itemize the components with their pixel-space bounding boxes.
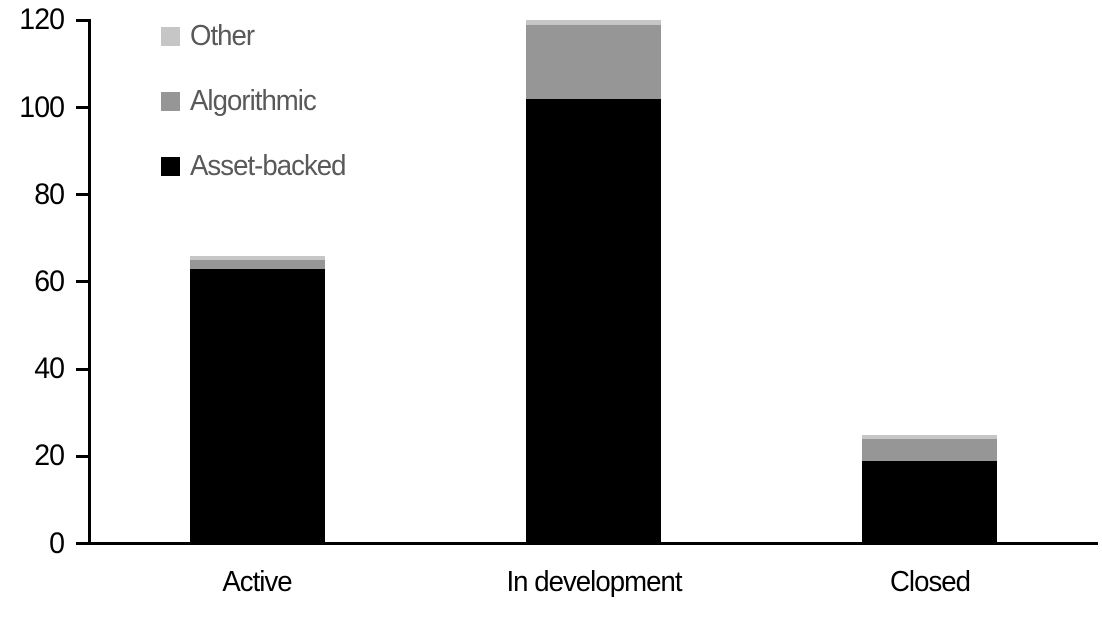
bar-segment-asset-backed-in-development <box>526 98 661 544</box>
y-tick-mark <box>76 193 89 197</box>
y-tick-label: 100 <box>19 90 65 124</box>
y-tick-mark <box>76 454 89 458</box>
bar-segment-other-closed <box>862 434 998 439</box>
y-tick-mark <box>76 280 89 284</box>
x-category-label-active: Active <box>222 566 292 598</box>
y-tick-label: 120 <box>19 3 65 37</box>
x-axis-line <box>88 542 1098 545</box>
bar-segment-asset-backed-closed <box>862 460 998 544</box>
x-category-label-in-development: In development <box>505 566 682 598</box>
y-tick-mark <box>76 18 89 22</box>
y-axis-line <box>88 19 91 545</box>
legend-item-other: Other <box>161 4 354 69</box>
y-tick-label: 20 <box>34 439 65 473</box>
legend-swatch-icon <box>161 27 180 46</box>
legend-item-algorithmic: Algorithmic <box>161 69 354 134</box>
legend-label: Algorithmic <box>190 85 317 117</box>
bar-segment-algorithmic-in-development <box>526 24 661 99</box>
bar-segment-algorithmic-active <box>189 260 325 269</box>
y-tick-mark <box>76 367 89 371</box>
bar-segment-algorithmic-closed <box>862 438 998 461</box>
bar-segment-other-active <box>189 255 325 261</box>
y-tick-label: 80 <box>34 177 65 211</box>
y-tick-label: 40 <box>34 352 65 386</box>
legend: Other Algorithmic Asset-backed <box>161 4 354 199</box>
legend-swatch-icon <box>161 92 180 111</box>
legend-swatch-icon <box>161 157 180 176</box>
legend-label: Asset-backed <box>190 150 346 182</box>
y-tick-mark <box>76 542 89 545</box>
y-tick-mark <box>76 106 89 109</box>
y-tick-label: 0 <box>49 526 65 560</box>
legend-item-asset-backed: Asset-backed <box>161 134 354 199</box>
y-tick-label: 60 <box>34 264 65 298</box>
bar-segment-asset-backed-active <box>189 268 325 544</box>
legend-label: Other <box>190 20 255 52</box>
x-category-label-closed: Closed <box>889 566 971 598</box>
bar-segment-other-in-development <box>526 20 661 25</box>
